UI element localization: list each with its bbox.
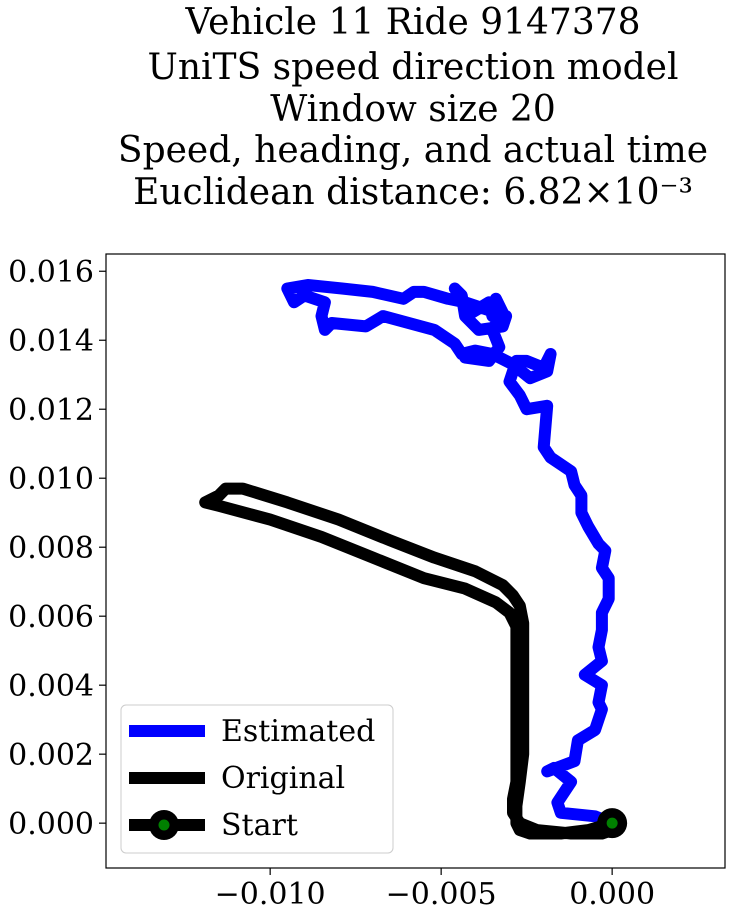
y-tick-label: 0.012: [8, 393, 94, 428]
x-tick-label: 0.000: [569, 877, 655, 912]
y-tick-label: 0.010: [8, 462, 94, 497]
legend-box: [120, 704, 394, 854]
title-line-4: Speed, heading, and actual time: [118, 130, 708, 171]
legend-label-original: Original: [221, 761, 345, 796]
title-line-5: Euclidean distance: 6.82×10⁻³: [133, 172, 693, 213]
legend-label-estimated: Estimated: [221, 714, 375, 749]
y-tick-label: 0.000: [8, 807, 94, 842]
title-line-1: Vehicle 11 Ride 9147378: [184, 2, 640, 43]
legend-marker-start-center: [158, 819, 170, 831]
x-tick-label: −0.010: [215, 877, 326, 912]
x-tick-label: −0.005: [386, 877, 497, 912]
series-line-original: [199, 482, 619, 840]
series-line-estimated: [281, 279, 619, 830]
start-marker-center: [606, 817, 618, 829]
axes-frame: [105, 253, 726, 869]
y-tick-label: 0.014: [8, 324, 94, 359]
title-line-3: Window size 20: [270, 89, 556, 130]
y-tick-label: 0.006: [8, 600, 94, 635]
y-tick-label: 0.008: [8, 531, 94, 566]
plot-area: [199, 279, 628, 840]
y-tick-label: 0.004: [8, 669, 94, 704]
y-tick-label: 0.002: [8, 738, 94, 773]
legend: Estimated Original Start: [120, 704, 394, 854]
chart-title: Vehicle 11 Ride 9147378 UniTS speed dire…: [118, 2, 708, 213]
axes: 0.000 0.002 0.004 0.006 0.008 0.010 0.012 0.014…: [8, 253, 726, 912]
title-line-2: UniTS speed direction model: [148, 47, 679, 88]
y-tick-label: 0.016: [8, 255, 94, 290]
legend-label-start: Start: [221, 808, 298, 843]
